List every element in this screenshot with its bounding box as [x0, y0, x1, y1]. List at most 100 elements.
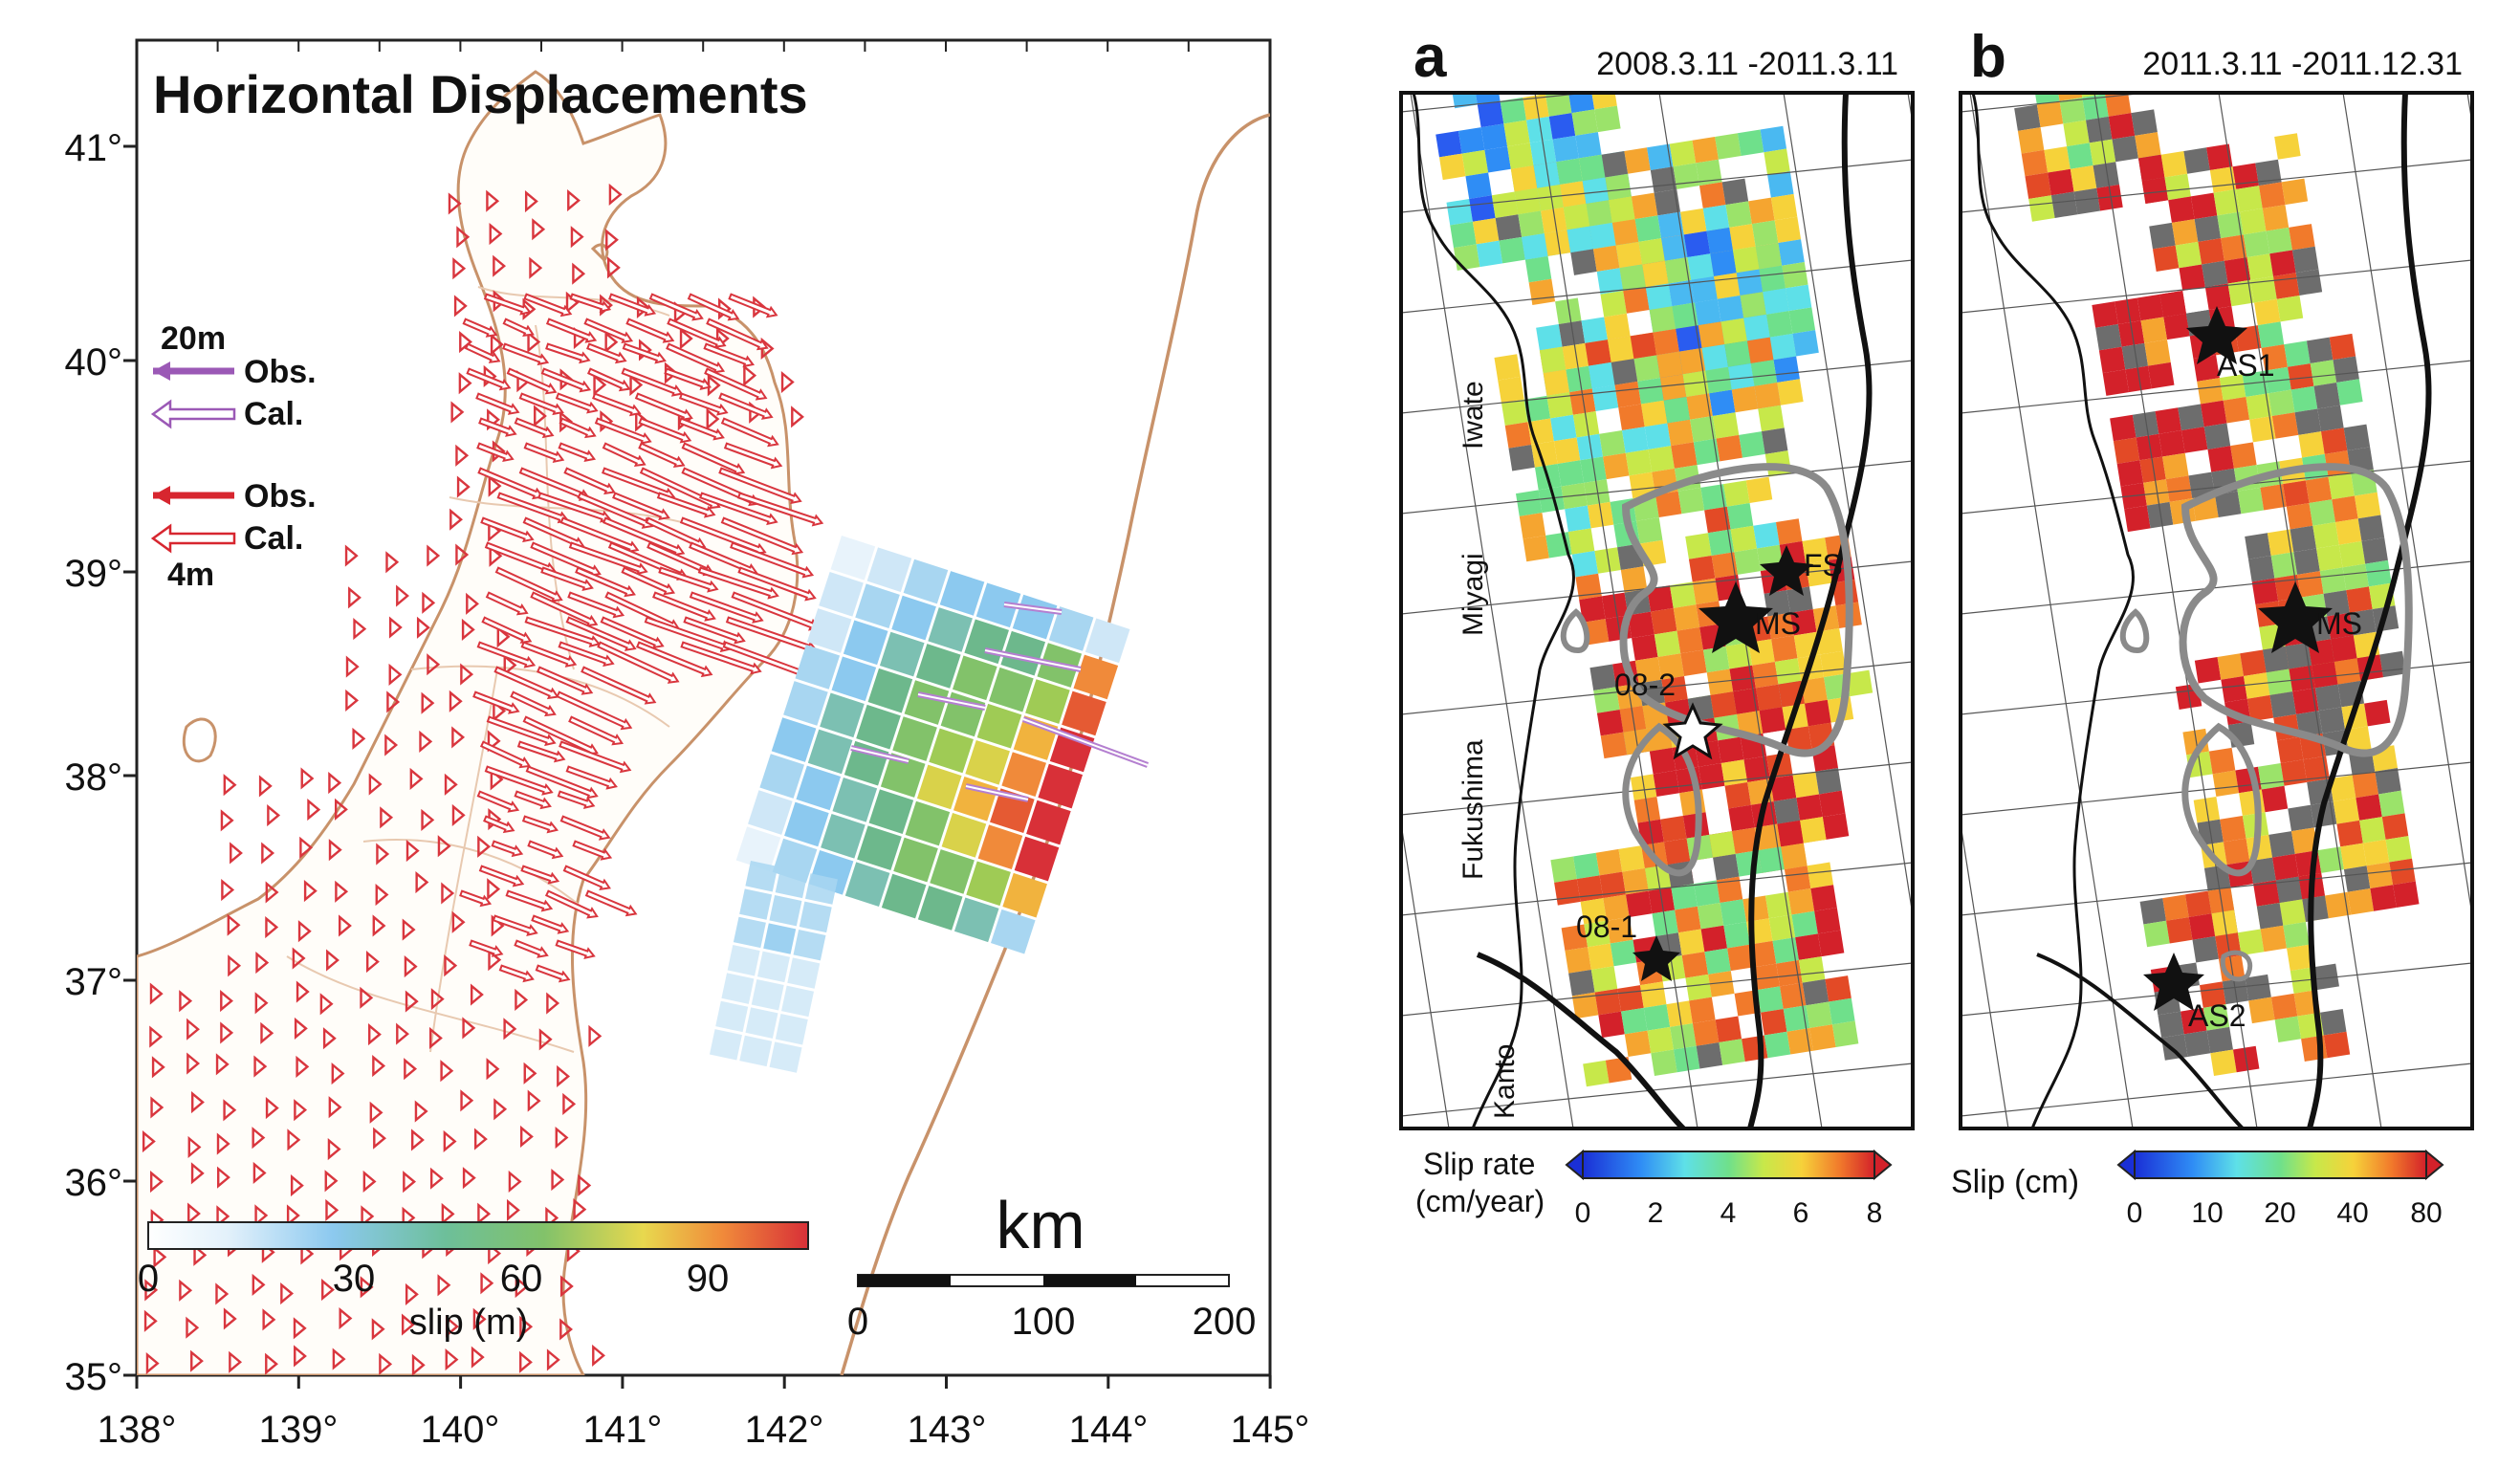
- slip-rate-cell: [1672, 302, 1698, 329]
- slip-rate-cell: [2110, 414, 2137, 442]
- slip-rate-cell: [1721, 178, 1749, 206]
- gps-displacement-arrow: [530, 591, 599, 627]
- panel-b-coastline: [1971, 93, 2135, 1128]
- gps-displacement-arrow: [559, 1318, 573, 1341]
- event-label-as1: AS1: [2217, 348, 2274, 383]
- lon-139: 139°: [259, 1409, 339, 1451]
- gps-displacement-arrow: [190, 1162, 205, 1185]
- slip-rate-cell: [2283, 480, 2310, 507]
- slip-patch: [733, 916, 766, 949]
- slip-patch: [1002, 872, 1047, 918]
- slip-patch: [751, 979, 784, 1011]
- slip-rate-cell: [1580, 898, 1608, 925]
- sea-obs-label: Obs.: [244, 478, 317, 515]
- slip-rate-cell: [1648, 446, 1675, 472]
- panel-b-plate-boundary: [2036, 953, 2245, 1128]
- slip-rate-cell: [2073, 187, 2101, 215]
- slip-rate-cell: [1822, 813, 1850, 840]
- slip-rate-cell: [1587, 501, 1614, 529]
- slip-rate-cell: [1664, 257, 1692, 284]
- slip-rate-cell: [1692, 578, 1720, 605]
- slip-rate-cell: [2248, 997, 2275, 1024]
- panel-b-tick-40: 40: [2336, 1197, 2368, 1229]
- slip-patch: [1038, 763, 1084, 809]
- gps-displacement-arrow: [638, 442, 686, 469]
- slip-rate-cell: [1526, 116, 1553, 143]
- gps-displacement-arrow: [294, 1345, 307, 1368]
- panel-a-colorbar: Slip rate (cm/year) 0 2 4 6 8: [1415, 1147, 1893, 1229]
- gps-displacement-arrow: [679, 327, 693, 350]
- slip-patch: [781, 985, 815, 1018]
- slip-patch: [1000, 630, 1046, 676]
- slip-rate-cell: [1740, 292, 1766, 318]
- gps-displacement-arrow: [149, 1025, 164, 1048]
- gps-displacement-arrow: [452, 257, 467, 280]
- gps-displacement-arrow: [388, 663, 403, 686]
- slip-rate-cell: [1720, 899, 1747, 926]
- gps-displacement-arrow: [791, 405, 804, 428]
- slip-rate-cell: [1755, 243, 1783, 270]
- gps-displacement-arrow: [187, 1135, 202, 1159]
- gps-displacement-arrow: [331, 1062, 345, 1085]
- slip-rate-cell: [1757, 986, 1784, 1013]
- slip-rate-cell: [1727, 944, 1754, 972]
- gps-displacement-arrow: [409, 767, 424, 790]
- slip-rate-cell: [1555, 297, 1582, 324]
- gps-displacement-arrow: [555, 939, 596, 960]
- slip-patch: [820, 692, 865, 738]
- slip-rate-cell: [2025, 172, 2051, 200]
- slip-rate-cell: [1736, 711, 1764, 737]
- gps-displacement-arrow: [480, 516, 535, 543]
- gps-displacement-arrow: [324, 1170, 339, 1193]
- gps-displacement-arrow: [524, 189, 538, 213]
- gps-displacement-arrow: [557, 790, 596, 809]
- slip-rate-cell: [2276, 295, 2304, 322]
- slip-rate-cell: [1731, 827, 1759, 854]
- slip-rate-cell: [2290, 827, 2318, 854]
- slip-rate-cell: [2192, 935, 2219, 963]
- slip-rate-cell: [1558, 320, 1586, 347]
- gps-displacement-arrow: [421, 808, 435, 831]
- gps-displacement-arrow: [559, 740, 632, 774]
- slip-rate-cell: [2268, 389, 2295, 416]
- gps-displacement-arrow: [622, 342, 667, 364]
- slip-rate-cell: [2365, 559, 2392, 587]
- slip-patch: [975, 582, 1021, 628]
- slip-rate-cell: [1750, 360, 1778, 386]
- gps-displacement-arrow: [652, 591, 716, 622]
- gps-displacement-arrow: [360, 986, 374, 1009]
- gps-displacement-arrow: [451, 726, 466, 749]
- gps-displacement-arrow: [737, 566, 817, 602]
- gps-displacement-arrow: [401, 1313, 415, 1336]
- slip-rate-cell: [2375, 767, 2401, 795]
- gps-displacement-arrow: [227, 913, 241, 936]
- slip-rate-cell: [2212, 770, 2240, 798]
- gps-displacement-arrow: [462, 1017, 476, 1040]
- slip-patch: [821, 814, 866, 859]
- slip-rate-cell: [1802, 978, 1830, 1006]
- scalebar-tick-0: 0: [847, 1301, 868, 1343]
- slip-rate-cell: [2221, 675, 2247, 703]
- slip-rate-cell: [2320, 1009, 2347, 1036]
- slip-rate-cell: [2188, 471, 2215, 499]
- slip-rate-cell: [2033, 93, 2060, 105]
- gps-displacement-arrow: [537, 492, 612, 523]
- slip-rate-cell: [1787, 888, 1815, 915]
- slip-rate-cell: [1782, 261, 1808, 289]
- gps-displacement-arrow: [521, 815, 559, 834]
- gps-displacement-arrow: [563, 467, 616, 495]
- slip-rate-cell: [1620, 566, 1648, 593]
- gps-displacement-arrow: [473, 1128, 488, 1150]
- gps-displacement-arrow: [704, 367, 768, 401]
- gps-displacement-arrow: [706, 318, 769, 351]
- gps-displacement-arrow: [699, 492, 778, 526]
- slip-rate-cell: [2290, 525, 2317, 553]
- slip-rate-cell: [2297, 571, 2324, 598]
- slip-rate-cell: [1588, 943, 1614, 970]
- gps-displacement-arrow: [567, 591, 625, 619]
- slip-rate-cell: [2117, 320, 2145, 347]
- slip-rate-cell: [2139, 456, 2166, 483]
- slip-patch: [799, 901, 832, 933]
- gps-displacement-arrow: [488, 474, 502, 497]
- panel-b-graticule: [1961, 93, 2472, 1128]
